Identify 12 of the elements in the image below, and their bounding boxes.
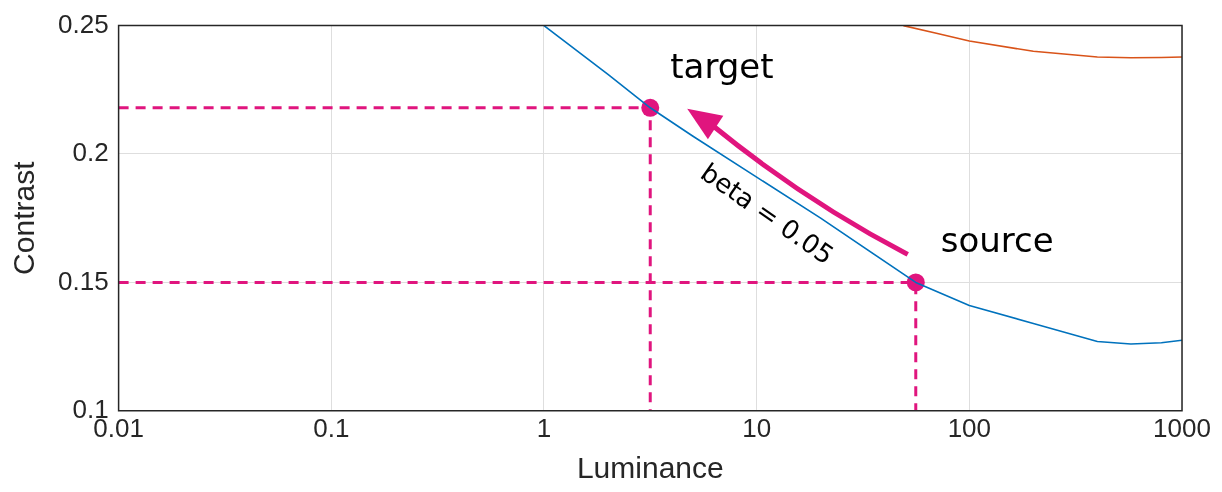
x-tick-label: 1000 bbox=[1153, 412, 1211, 443]
annotation: target bbox=[670, 45, 774, 86]
x-axis-title: Luminance bbox=[576, 451, 724, 485]
annotation: source bbox=[940, 220, 1054, 261]
x-tick-label: 10 bbox=[742, 412, 772, 443]
y-tick-label: 0.25 bbox=[57, 8, 109, 39]
y-tick-label: 0.2 bbox=[72, 137, 109, 168]
x-tick-label: 0.1 bbox=[313, 412, 350, 443]
x-tick-label: 100 bbox=[947, 412, 992, 443]
y-axis-title: Contrast bbox=[7, 160, 41, 275]
y-tick-label: 0.15 bbox=[57, 265, 109, 296]
x-tick-label: 1 bbox=[536, 412, 552, 443]
